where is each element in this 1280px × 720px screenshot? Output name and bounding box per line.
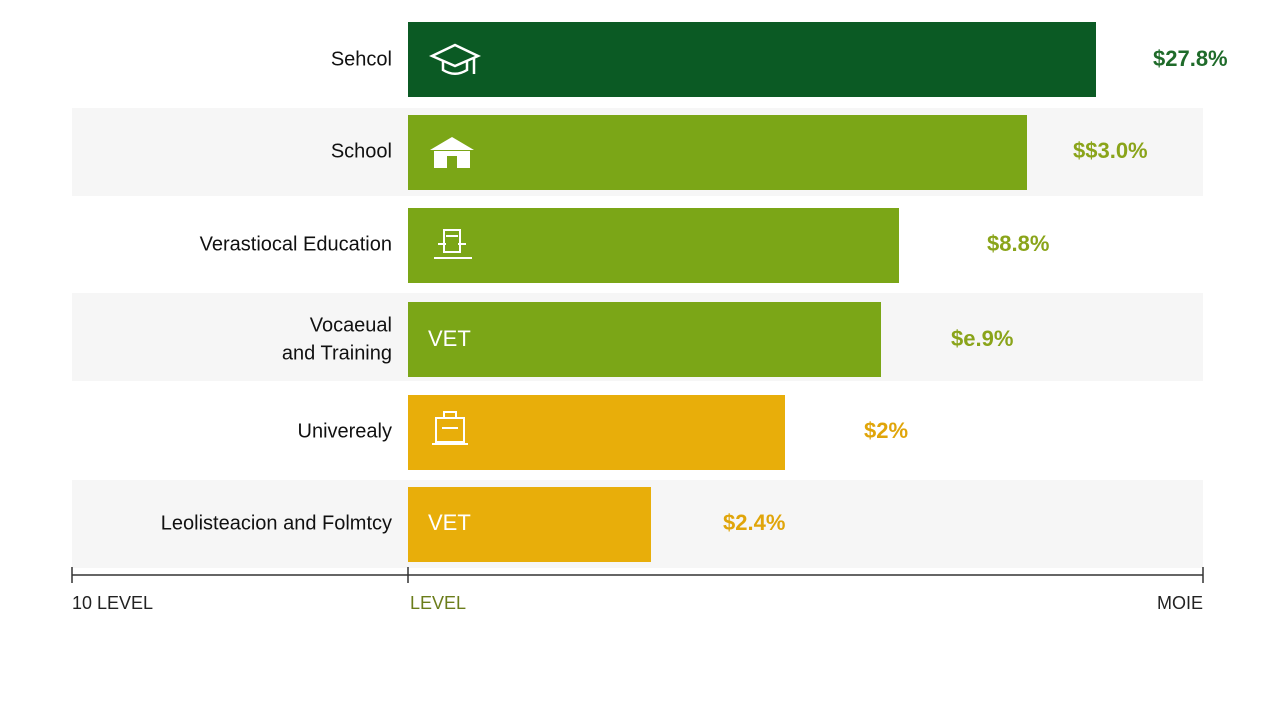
value-label: $2% — [864, 418, 908, 443]
icon-tools — [434, 229, 472, 259]
axis-label: LEVEL — [410, 593, 466, 613]
bar — [408, 208, 899, 283]
icon-school — [430, 137, 474, 168]
value-label: $2.4% — [723, 510, 785, 535]
value-label: $8.8% — [987, 231, 1049, 256]
row-label: and Training — [282, 342, 392, 364]
row-label: Verastiocal Education — [200, 233, 392, 255]
bar-text: VET — [428, 326, 471, 351]
icon-building — [432, 411, 468, 445]
value-label: $27.8% — [1153, 46, 1228, 71]
row-label: Leolisteacion and Folmtcy — [161, 512, 392, 534]
icon-cap — [428, 43, 482, 75]
bar — [408, 302, 881, 377]
bar-text: VET — [428, 510, 471, 535]
row-label: School — [331, 140, 392, 162]
row-label: Sehcol — [331, 48, 392, 70]
value-label: $e.9% — [951, 326, 1013, 351]
axis-label: MOIE — [1157, 593, 1203, 613]
row-label: Vocaeual — [310, 314, 392, 336]
bar — [408, 487, 651, 562]
axis-label: 10 LEVEL — [72, 593, 153, 613]
bar — [408, 115, 1027, 190]
bar — [408, 22, 1096, 97]
value-label: $$3.0% — [1073, 138, 1148, 163]
bar — [408, 395, 785, 470]
row-label: Univerealy — [298, 420, 392, 442]
